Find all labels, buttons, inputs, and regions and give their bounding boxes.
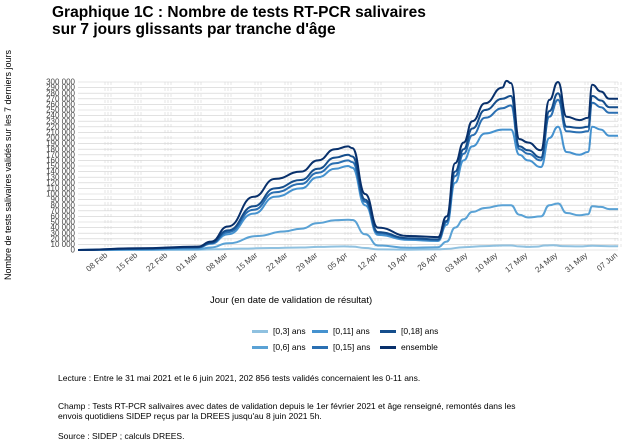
legend-label-ensemble: ensemble <box>401 342 438 352</box>
x-tick-label: 03 May <box>443 251 469 275</box>
y-tick-label: 140 000 <box>46 167 75 176</box>
y-tick-label: 160 000 <box>46 156 75 165</box>
y-tick-label: 190 000 <box>46 139 75 148</box>
x-tick-label: 15 Mar <box>234 250 259 273</box>
y-tick-label: 240 000 <box>46 111 75 120</box>
y-tick-label: 130 000 <box>46 173 75 182</box>
y-tick-label: 300 000 <box>46 78 75 87</box>
series-line-ensemble <box>77 79 618 251</box>
y-tick-label: 280 000 <box>46 89 75 98</box>
series-line-0-6-ans <box>77 202 618 251</box>
y-tick-label: 110 000 <box>47 184 76 193</box>
legend-swatch-0-18 <box>380 329 396 333</box>
x-tick-label: 19 Apr <box>386 250 410 272</box>
legend-swatch-0-6 <box>252 345 268 349</box>
series-line-0-15-ans <box>77 98 618 251</box>
series-line-0-3-ans <box>77 244 618 251</box>
y-tick-label: 50 000 <box>51 218 76 227</box>
y-tick-label: 120 000 <box>46 178 75 187</box>
y-tick-label: 80 000 <box>51 201 76 210</box>
chart-title-line1: Graphique 1C : Nombre de tests RT-PCR sa… <box>52 4 426 21</box>
x-tick-label: 05 Apr <box>326 250 350 272</box>
y-tick-label: 290 000 <box>46 83 75 92</box>
y-tick-label: 270 000 <box>46 94 75 103</box>
x-tick-label: 29 Mar <box>294 250 319 273</box>
y-tick-label: 200 000 <box>46 134 75 143</box>
y-tick-label: 260 000 <box>46 100 75 109</box>
x-tick-label: 24 May <box>533 251 559 275</box>
legend-swatch-0-15 <box>312 345 328 349</box>
x-tick-label: 15 Feb <box>114 250 139 273</box>
series-lines <box>77 79 618 251</box>
x-tick-label: 10 May <box>473 251 499 275</box>
y-tick-label: 170 000 <box>46 150 75 159</box>
x-tick-label: 26 Apr <box>416 250 440 272</box>
x-tick-label: 08 Feb <box>84 250 109 273</box>
chart-grid <box>78 81 622 251</box>
legend-label-0-18: [0,18] ans <box>401 326 439 336</box>
y-tick-label: 230 000 <box>46 117 75 126</box>
note-champ: Champ : Tests RT-PCR salivaires avec dat… <box>58 401 516 421</box>
y-tick-label: 40 000 <box>51 223 76 232</box>
y-tick-label: 220 000 <box>46 122 75 131</box>
legend-item-ensemble: ensemble <box>380 342 438 352</box>
y-tick-label: 180 000 <box>46 145 75 154</box>
x-axis-label: Jour (en date de validation de résultat) <box>210 295 373 306</box>
x-tick-label: 31 May <box>563 251 589 275</box>
x-tick-label: 07 Jun <box>595 251 619 273</box>
legend-swatch-0-11 <box>312 329 328 333</box>
legend-swatch-0-3 <box>252 329 268 333</box>
x-axis-ticks: 08 Feb 15 Feb 22 Feb 01 Mar 08 Mar 15 Mar 22 M… <box>84 250 619 274</box>
series-line-0-11-ans <box>77 125 618 251</box>
x-tick-label: 12 Apr <box>356 250 380 272</box>
x-tick-label: 17 May <box>503 251 529 275</box>
x-tick-label: 01 Mar <box>174 250 199 273</box>
y-tick-label: 10 000 <box>51 240 76 249</box>
legend-swatch-ensemble <box>380 345 396 349</box>
y-tick-label: 0 <box>71 246 76 255</box>
x-tick-label: 08 Mar <box>204 250 229 273</box>
legend-label-0-15: [0,15] ans <box>333 342 371 352</box>
legend-label-0-6: [0,6] ans <box>273 342 306 352</box>
chart-title-line2: sur 7 jours glissants par tranche d'âge <box>52 21 336 38</box>
series-line-0-18-ans <box>77 92 618 251</box>
note-lecture: Lecture : Entre le 31 mai 2021 et le 6 j… <box>58 373 421 383</box>
note-source: Source : SIDEP ; calculs DREES. <box>58 431 185 441</box>
chart-title: Graphique 1C : Nombre de tests RT-PCR sa… <box>52 4 426 38</box>
x-tick-label: 22 Mar <box>264 250 289 273</box>
legend-label-0-11: [0,11] ans <box>333 326 370 336</box>
y-tick-label: 250 000 <box>46 106 75 115</box>
legend-item-0-6: [0,6] ans <box>252 342 306 352</box>
y-tick-label: 210 000 <box>46 128 75 137</box>
legend-item-0-15: [0,15] ans <box>312 342 370 352</box>
y-tick-label: 20 000 <box>51 234 76 243</box>
x-tick-label: 22 Feb <box>144 250 169 273</box>
chart-legend: [0,3] ans [0,6] ans [0,11] ans [0,15] an… <box>252 326 492 356</box>
legend-label-0-3: [0,3] ans <box>273 326 306 336</box>
y-tick-label: 70 000 <box>51 206 76 215</box>
y-tick-label: 150 000 <box>46 162 75 171</box>
legend-item-0-18: [0,18] ans <box>380 326 438 336</box>
legend-item-0-3: [0,3] ans <box>252 326 306 336</box>
y-tick-label: 60 000 <box>51 212 76 221</box>
y-tick-label: 100 000 <box>46 190 75 199</box>
y-tick-label: 90 000 <box>51 195 76 204</box>
legend-item-0-11: [0,11] ans <box>312 326 370 336</box>
y-tick-label: 30 000 <box>51 229 76 238</box>
